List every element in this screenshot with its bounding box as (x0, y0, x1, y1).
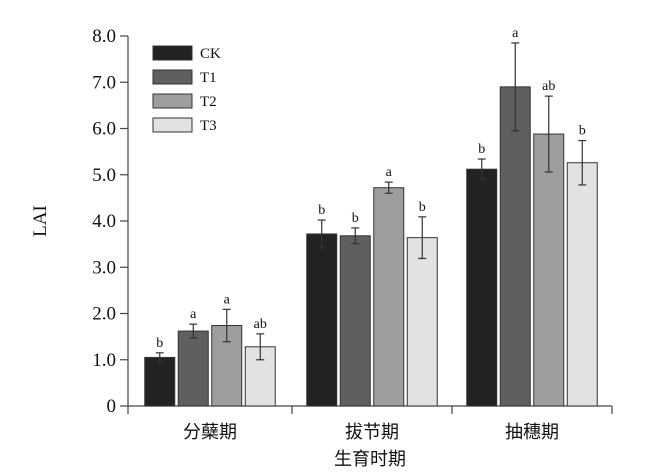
significance-label: ab (254, 317, 267, 332)
significance-label: b (318, 203, 325, 218)
bar (306, 233, 338, 407)
significance-label: b (352, 211, 359, 226)
legend-label: CK (200, 46, 221, 62)
legend-swatch (152, 45, 193, 61)
legend-label: T3 (200, 118, 217, 134)
significance-label: b (478, 142, 485, 157)
significance-label: b (579, 124, 586, 139)
y-tick-label: 1.0 (92, 350, 116, 371)
x-axis-title: 生育时期 (334, 449, 406, 470)
x-category-label: 抽穗期 (505, 422, 559, 443)
axes-layer: 0 1.0 2.0 3.0 4.0 5.0 6.0 7.0 8.0 (92, 26, 613, 417)
bar (566, 162, 598, 407)
legend-swatch (152, 69, 193, 85)
legend-swatch (152, 117, 193, 133)
legend-label: T1 (200, 70, 217, 86)
y-axis-title: LAI (30, 205, 51, 237)
legend: CK T1 T2 T3 (152, 45, 221, 134)
y-tick-label: 2.0 (92, 304, 116, 325)
legend-label: T2 (200, 94, 217, 110)
y-tick-label: 0 (107, 396, 117, 417)
y-tick-label: 7.0 (92, 72, 116, 93)
bars-layer (144, 42, 598, 407)
y-tick-label: 3.0 (92, 257, 116, 278)
bar (177, 330, 209, 407)
bar (373, 187, 405, 407)
bar (499, 86, 531, 407)
y-tick-label: 8.0 (92, 26, 116, 47)
significance-label: b (419, 200, 426, 215)
bar (533, 133, 565, 407)
y-tick-label: 4.0 (92, 211, 116, 232)
y-tick-label: 6.0 (92, 119, 116, 140)
bar (339, 235, 371, 407)
x-category-label: 拔节期 (345, 422, 399, 443)
significance-label: a (386, 165, 393, 180)
legend-swatch (152, 93, 193, 109)
bar (144, 356, 176, 407)
significance-label: b (156, 336, 163, 351)
bar (406, 237, 438, 407)
significance-label: a (190, 307, 197, 322)
y-tick-label: 5.0 (92, 165, 116, 186)
bar (466, 168, 498, 407)
significance-label: ab (542, 79, 555, 94)
significance-label: a (512, 26, 519, 41)
x-category-label: 分蘖期 (183, 422, 237, 443)
significance-label: a (224, 292, 231, 307)
